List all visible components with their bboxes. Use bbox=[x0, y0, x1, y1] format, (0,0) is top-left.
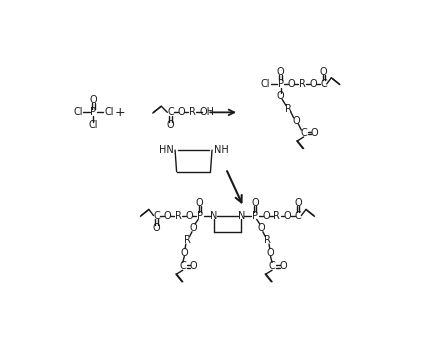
Text: Cl: Cl bbox=[89, 120, 98, 130]
Text: O: O bbox=[196, 198, 203, 208]
Text: O: O bbox=[284, 210, 291, 220]
Text: O: O bbox=[185, 210, 193, 220]
Text: O: O bbox=[262, 210, 270, 220]
Text: O: O bbox=[257, 223, 265, 233]
Text: O: O bbox=[295, 198, 302, 208]
Text: O: O bbox=[163, 210, 171, 220]
Text: P: P bbox=[197, 210, 203, 220]
Text: O: O bbox=[320, 66, 327, 76]
Text: P: P bbox=[278, 79, 284, 89]
Text: R: R bbox=[175, 210, 182, 220]
Text: O: O bbox=[251, 198, 259, 208]
Text: N: N bbox=[237, 210, 245, 220]
Text: OH: OH bbox=[200, 107, 215, 117]
Text: Cl: Cl bbox=[104, 107, 113, 117]
Text: O: O bbox=[277, 66, 284, 76]
Text: O: O bbox=[311, 128, 318, 138]
Text: O: O bbox=[309, 79, 317, 89]
Text: R: R bbox=[299, 79, 306, 89]
Text: C: C bbox=[179, 261, 186, 271]
Text: Cl: Cl bbox=[260, 79, 270, 89]
Text: O: O bbox=[89, 95, 97, 105]
Text: C: C bbox=[269, 261, 276, 271]
Text: O: O bbox=[167, 120, 174, 130]
Text: P: P bbox=[252, 210, 258, 220]
Text: R: R bbox=[184, 235, 191, 245]
Text: O: O bbox=[153, 223, 160, 233]
Text: R: R bbox=[189, 107, 195, 117]
Text: NH: NH bbox=[214, 145, 228, 155]
Text: O: O bbox=[277, 91, 284, 101]
Text: O: O bbox=[292, 116, 300, 126]
Text: O: O bbox=[288, 79, 295, 89]
Text: C: C bbox=[300, 128, 307, 138]
Text: C: C bbox=[320, 79, 327, 89]
Text: O: O bbox=[177, 107, 185, 117]
Text: O: O bbox=[190, 261, 197, 271]
Text: R: R bbox=[285, 103, 291, 113]
Text: C: C bbox=[153, 210, 160, 220]
Text: O: O bbox=[180, 247, 188, 257]
Text: O: O bbox=[279, 261, 287, 271]
Text: Cl: Cl bbox=[73, 107, 83, 117]
Text: HN: HN bbox=[159, 145, 174, 155]
Text: P: P bbox=[90, 107, 97, 117]
Text: C: C bbox=[167, 107, 174, 117]
Text: +: + bbox=[114, 106, 125, 119]
Text: C: C bbox=[295, 210, 302, 220]
Text: R: R bbox=[264, 235, 271, 245]
Text: N: N bbox=[210, 210, 217, 220]
Text: O: O bbox=[267, 247, 274, 257]
Text: O: O bbox=[190, 223, 197, 233]
Text: R: R bbox=[273, 210, 280, 220]
